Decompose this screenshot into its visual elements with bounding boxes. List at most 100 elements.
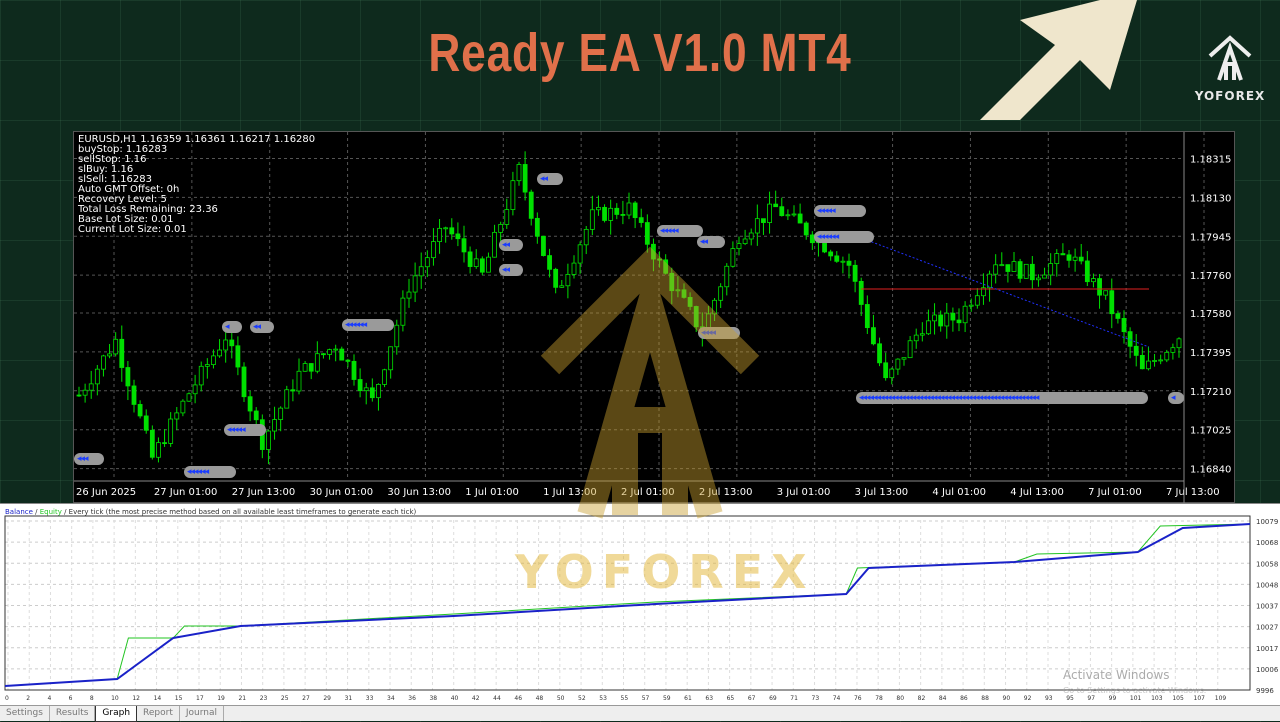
info-line: sellStop: 1.16 xyxy=(78,154,147,165)
y-tick-label: 10027 xyxy=(1256,624,1278,632)
candle xyxy=(107,353,112,357)
info-line: slBuy: 1.16 xyxy=(78,164,134,175)
y-tick-label: 10017 xyxy=(1256,645,1278,653)
candle xyxy=(742,238,748,245)
x-tick-label: 97 xyxy=(1087,695,1095,702)
tab-settings[interactable]: Settings xyxy=(0,706,50,721)
candle xyxy=(149,429,155,458)
candle xyxy=(1060,253,1066,256)
candle xyxy=(1170,347,1176,353)
time-tick-label: 4 Jul 13:00 xyxy=(1010,487,1064,498)
tab-results[interactable]: Results xyxy=(50,706,96,721)
tester-graph-panel: Balance / Equity / Every tick (the most … xyxy=(0,503,1280,722)
x-tick-label: 82 xyxy=(918,695,926,702)
x-tick-label: 107 xyxy=(1194,695,1206,702)
candle xyxy=(290,389,296,392)
candle xyxy=(479,258,485,273)
trade-marker: ◂◂ xyxy=(537,173,563,185)
x-tick-label: 19 xyxy=(217,695,225,702)
tab-report[interactable]: Report xyxy=(137,706,180,721)
trade-marker: ◂◂◂◂◂◂ xyxy=(814,231,874,243)
candle xyxy=(1121,318,1127,333)
price-chart[interactable]: 1.18315 1.18130 1.17945 1.17760 1.17580 1.173… xyxy=(73,131,1235,504)
candle xyxy=(968,304,974,307)
price-tick-label: 1.17580 xyxy=(1190,309,1231,320)
candle xyxy=(516,164,522,182)
time-tick-label: 27 Jun 01:00 xyxy=(154,487,218,498)
x-tick-label: 52 xyxy=(578,695,586,702)
trade-marker: ◂◂◂◂◂◂◂◂◂◂◂◂◂◂◂◂◂◂◂◂◂◂◂◂◂◂◂◂◂◂◂◂◂◂◂◂◂◂◂◂… xyxy=(856,392,1148,404)
candle xyxy=(321,353,326,356)
info-line: Current Lot Size: 0.01 xyxy=(78,224,187,235)
logo-text: YOFOREX xyxy=(1194,89,1266,103)
legend-equity: Equity xyxy=(39,508,62,516)
candle xyxy=(675,289,681,292)
x-tick-label: 76 xyxy=(854,695,862,702)
candle xyxy=(767,203,772,223)
candle xyxy=(644,222,650,245)
candle xyxy=(1091,278,1096,283)
candle xyxy=(1011,261,1017,272)
candle xyxy=(657,258,662,261)
candle xyxy=(443,227,449,230)
trade-marker: ◂ xyxy=(1168,392,1184,404)
candle xyxy=(999,264,1005,267)
candle xyxy=(895,358,901,370)
x-tick-label: 8 xyxy=(90,695,94,702)
candle xyxy=(82,389,88,396)
candle xyxy=(632,202,638,219)
candle xyxy=(174,412,180,420)
trade-marker: ◂◂ xyxy=(250,321,274,333)
x-tick-label: 99 xyxy=(1109,695,1117,702)
candle xyxy=(156,442,161,458)
candle xyxy=(308,363,314,372)
candle xyxy=(431,241,436,259)
candle xyxy=(828,251,834,257)
candle xyxy=(247,396,253,412)
candle xyxy=(296,370,302,392)
x-tick-label: 29 xyxy=(323,695,331,702)
candle xyxy=(761,218,766,223)
x-tick-label: 12 xyxy=(132,695,140,702)
candle xyxy=(541,235,546,256)
candle xyxy=(1084,260,1090,283)
time-tick-label: 30 Jun 01:00 xyxy=(310,487,374,498)
candle xyxy=(926,320,931,335)
candle xyxy=(1023,263,1029,279)
candle xyxy=(638,217,644,223)
candle xyxy=(339,348,345,361)
candle xyxy=(571,262,577,275)
x-tick-label: 63 xyxy=(705,695,713,702)
trade-marker: ◂◂◂ xyxy=(74,453,104,465)
candle xyxy=(314,353,320,372)
x-tick-label: 59 xyxy=(663,695,671,702)
price-tick-label: 1.17395 xyxy=(1190,348,1231,359)
x-tick-label: 44 xyxy=(493,695,501,702)
activate-windows-notice: Activate Windows xyxy=(1063,668,1170,682)
x-tick-label: 73 xyxy=(812,695,820,702)
x-tick-label: 27 xyxy=(302,695,310,702)
candle xyxy=(125,367,131,387)
x-tick-label: 46 xyxy=(514,695,522,702)
x-tick-label: 31 xyxy=(345,695,353,702)
candle xyxy=(987,273,992,289)
x-tick-label: 36 xyxy=(408,695,416,702)
candle xyxy=(883,362,889,379)
x-tick-label: 61 xyxy=(684,695,692,702)
candle xyxy=(1005,264,1011,272)
yoforex-logo-icon xyxy=(1208,35,1252,81)
y-tick-label: 10079 xyxy=(1256,518,1278,526)
candle xyxy=(1066,254,1072,261)
candle xyxy=(504,209,510,225)
candle xyxy=(223,339,229,351)
tab-journal[interactable]: Journal xyxy=(180,706,225,721)
candle xyxy=(143,415,149,431)
candle xyxy=(406,291,412,299)
x-tick-label: 105 xyxy=(1172,695,1184,702)
graph-legend: Balance / Equity / Every tick (the most … xyxy=(5,508,416,516)
x-tick-label: 88 xyxy=(981,695,989,702)
x-tick-label: 74 xyxy=(833,695,841,702)
y-tick-label: 10006 xyxy=(1256,666,1279,674)
price-tick-label: 1.17210 xyxy=(1190,387,1231,398)
candle xyxy=(241,366,247,398)
